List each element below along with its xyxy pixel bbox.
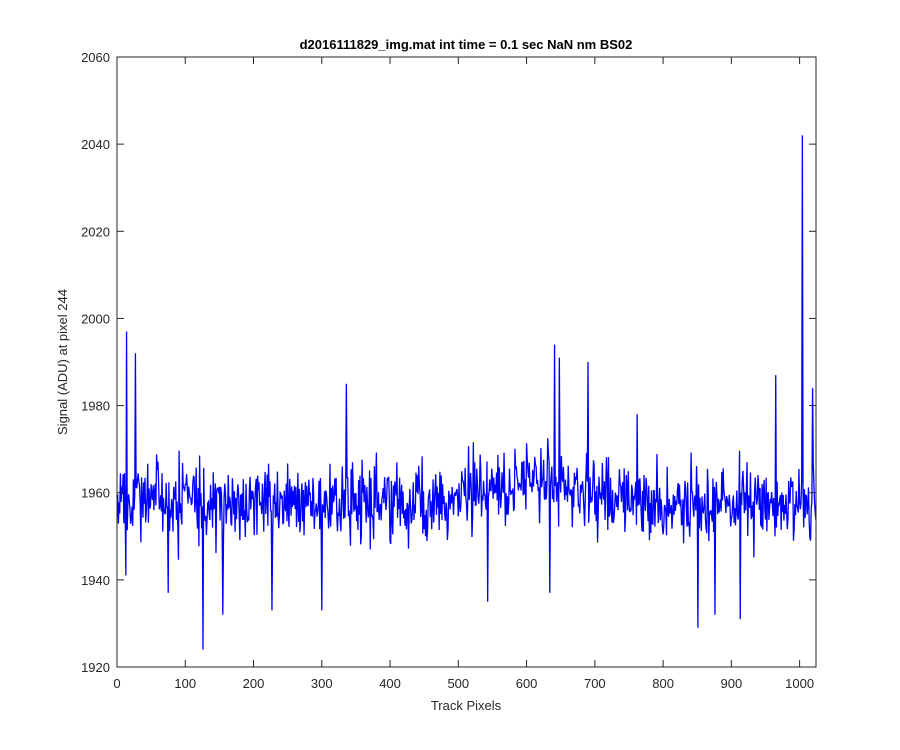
x-tick-label: 100: [174, 676, 196, 691]
plot-frame: [116, 56, 817, 668]
y-tick-label: 1980: [81, 399, 110, 414]
y-tick-label: 2040: [81, 137, 110, 152]
series-layer: [117, 135, 816, 650]
x-axis-label: Track Pixels: [431, 698, 502, 713]
y-axis-label: Signal (ADU) at pixel 244: [55, 289, 70, 435]
ticks-layer: 0 100 200 300 400 500 600 700 800 900 1000 1920 1940…: [81, 50, 816, 691]
y-tick-label: 1940: [81, 573, 110, 588]
chart-title: d2016111829_img.mat int time = 0.1 sec N…: [300, 37, 633, 52]
y-tick-label: 1960: [81, 486, 110, 501]
x-tick-label: 200: [243, 676, 265, 691]
x-tick-label: 600: [516, 676, 538, 691]
signal-series-line: [117, 135, 816, 650]
x-tick-label: 500: [447, 676, 469, 691]
y-tick-label: 2020: [81, 224, 110, 239]
x-tick-label: 1000: [785, 676, 814, 691]
x-tick-label: 900: [721, 676, 743, 691]
x-tick-label: 800: [652, 676, 674, 691]
x-tick-label: 300: [311, 676, 333, 691]
plot-area: [117, 57, 816, 667]
y-tick-label: 2060: [81, 50, 110, 65]
y-tick-label: 2000: [81, 311, 110, 326]
x-tick-label: 0: [113, 676, 120, 691]
x-tick-label: 400: [379, 676, 401, 691]
x-tick-label: 700: [584, 676, 606, 691]
y-tick-label: 1920: [81, 660, 110, 675]
